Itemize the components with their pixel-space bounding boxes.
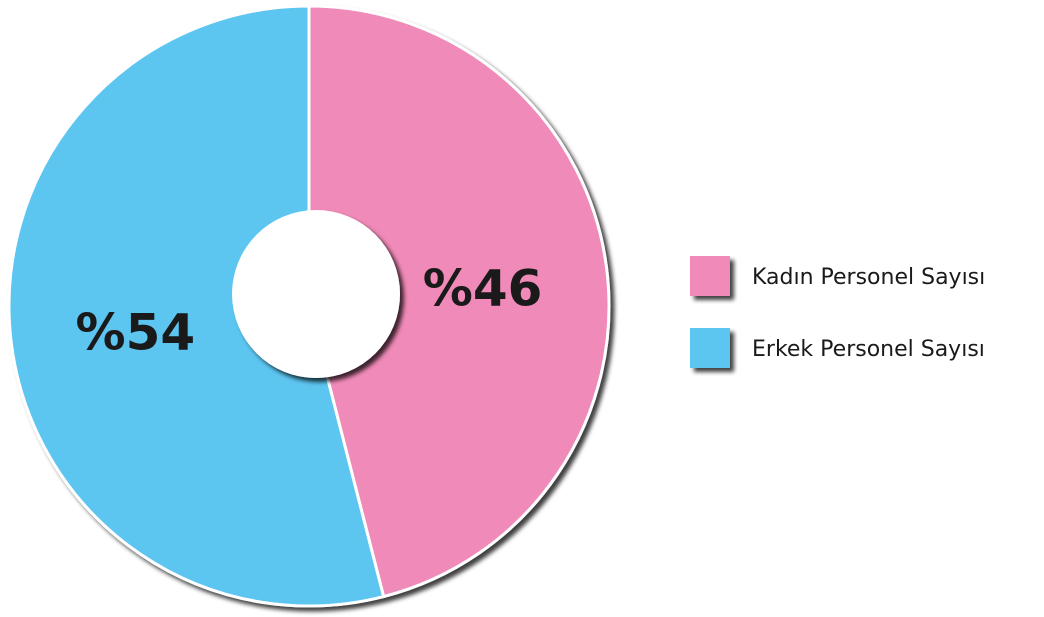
value-label: %54 xyxy=(76,303,196,361)
pie-slice xyxy=(307,4,611,599)
legend-swatch xyxy=(690,328,730,368)
legend-label: Erkek Personel Sayısı xyxy=(752,337,985,362)
value-label: %46 xyxy=(423,260,543,318)
legend: Kadın Personel Sayısı Erkek Personel Sayı… xyxy=(690,256,985,368)
pie-slice xyxy=(7,4,386,608)
pie xyxy=(7,4,611,608)
labels: %46 %54 xyxy=(76,260,543,362)
legend-swatch xyxy=(690,256,730,296)
legend-label: Kadın Personel Sayısı xyxy=(752,265,985,290)
donut-hole xyxy=(232,210,400,378)
